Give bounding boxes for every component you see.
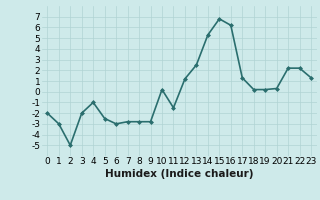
X-axis label: Humidex (Indice chaleur): Humidex (Indice chaleur) [105,169,253,179]
